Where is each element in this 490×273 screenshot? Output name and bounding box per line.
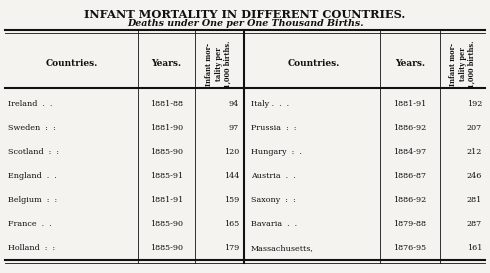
- Text: Infant mor-
tality per
1,000 births.: Infant mor- tality per 1,000 births.: [449, 40, 476, 88]
- Text: Deaths under One per One Thousand Births.: Deaths under One per One Thousand Births…: [127, 19, 363, 28]
- Text: Austria  .  .: Austria . .: [251, 172, 295, 180]
- Text: France  .  .: France . .: [8, 220, 51, 228]
- Text: Hungary  :  .: Hungary : .: [251, 148, 302, 156]
- Text: Massachusetts,: Massachusetts,: [251, 244, 314, 252]
- Text: 1876-95: 1876-95: [393, 244, 427, 252]
- Text: Bavaria  .  .: Bavaria . .: [251, 220, 297, 228]
- Text: 97: 97: [229, 124, 239, 132]
- Text: Countries.: Countries.: [288, 60, 340, 69]
- Text: Sweden  :  :: Sweden : :: [8, 124, 56, 132]
- Text: 212: 212: [466, 148, 482, 156]
- Text: Years.: Years.: [395, 60, 425, 69]
- Text: 1881-91: 1881-91: [150, 196, 183, 204]
- Text: 1881-88: 1881-88: [150, 100, 183, 108]
- Text: 1881-90: 1881-90: [150, 124, 183, 132]
- Text: Years.: Years.: [151, 60, 182, 69]
- Text: England  .  .: England . .: [8, 172, 57, 180]
- Text: Countries.: Countries.: [45, 60, 98, 69]
- Text: Prussia  :  :: Prussia : :: [251, 124, 296, 132]
- Text: Holland  :  :: Holland : :: [8, 244, 55, 252]
- Text: 1886-92: 1886-92: [393, 196, 427, 204]
- Text: 1885-91: 1885-91: [150, 172, 183, 180]
- Text: 281: 281: [467, 196, 482, 204]
- Text: 192: 192: [466, 100, 482, 108]
- Text: 120: 120: [224, 148, 239, 156]
- Text: Italy .  .  .: Italy . . .: [251, 100, 289, 108]
- Text: INFANT MORTALITY IN DIFFERENT COUNTRIES.: INFANT MORTALITY IN DIFFERENT COUNTRIES.: [84, 9, 406, 20]
- Text: 179: 179: [224, 244, 239, 252]
- Text: Infant mor-
tality per
1,000 births.: Infant mor- tality per 1,000 births.: [205, 40, 232, 88]
- Text: 1885-90: 1885-90: [150, 244, 183, 252]
- Text: 1886-87: 1886-87: [393, 172, 426, 180]
- Text: 1885-90: 1885-90: [150, 220, 183, 228]
- Text: 1884-97: 1884-97: [393, 148, 427, 156]
- Text: 159: 159: [224, 196, 239, 204]
- Text: 144: 144: [223, 172, 239, 180]
- Text: 165: 165: [224, 220, 239, 228]
- Text: 207: 207: [467, 124, 482, 132]
- Text: 94: 94: [229, 100, 239, 108]
- Text: 1886-92: 1886-92: [393, 124, 427, 132]
- Text: Saxony  :  :: Saxony : :: [251, 196, 296, 204]
- Text: 287: 287: [467, 220, 482, 228]
- Text: Scotland  :  :: Scotland : :: [8, 148, 59, 156]
- Text: 246: 246: [466, 172, 482, 180]
- Text: Belgium  :  :: Belgium : :: [8, 196, 57, 204]
- Text: 1885-90: 1885-90: [150, 148, 183, 156]
- Text: 161: 161: [466, 244, 482, 252]
- Text: 1879-88: 1879-88: [393, 220, 426, 228]
- Text: Ireland  .  .: Ireland . .: [8, 100, 52, 108]
- Text: 1881-91: 1881-91: [393, 100, 427, 108]
